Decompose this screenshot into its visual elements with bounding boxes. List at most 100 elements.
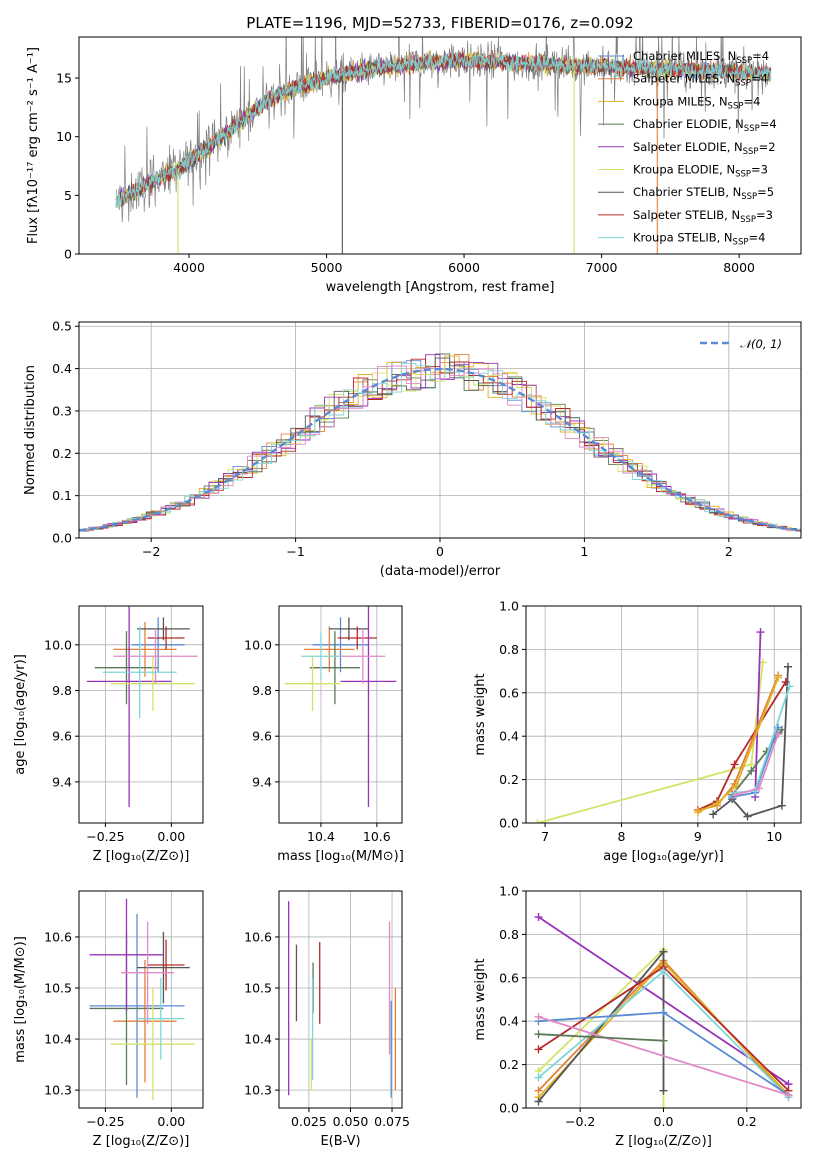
mass-weight-marker [730, 760, 739, 769]
y-tick-label: 0.2 [499, 1057, 519, 1072]
y-tick-label: 5 [64, 188, 72, 203]
legend-entry-count: =4 [751, 72, 768, 86]
x-tick-label: 7000 [586, 260, 618, 275]
y-tick-label: 0.8 [499, 642, 519, 657]
y-tick-label: 0.5 [52, 319, 72, 334]
mass-weight-marker [781, 677, 790, 686]
legend-entry: Kroupa MILES, NSSP=4 [633, 94, 760, 111]
y-axis-label: Flux [fλ10⁻¹⁷ erg cm⁻² s⁻¹ A⁻¹] [26, 47, 41, 244]
mass-weight-line [697, 675, 779, 811]
mass-weight-marker [534, 1073, 543, 1082]
mass-vs-extinction-panel: 0.025 0.050 0.075 10.3 10.4 10.5 10.6 E(B-V) [244, 890, 410, 1149]
legend-entry-subscript: SSP [743, 147, 759, 157]
legend-entry-label: Kroupa MILES, N [633, 94, 728, 108]
mass-weight-marker [774, 673, 783, 682]
legend-entry: 𝒩(0, 1) [740, 337, 782, 351]
chart-title: PLATE=1196, MJD=52733, FIBERID=0176, z=0… [246, 14, 633, 32]
y-axis-label: Normed distribution [23, 365, 38, 495]
x-tick-label: 0.00 [157, 829, 185, 844]
x-tick-label: 7 [541, 829, 549, 844]
legend-entry-label: Salpeter STELIB, N [633, 208, 740, 222]
y-tick-label: 0.3 [52, 403, 72, 418]
mass-weight-line [754, 631, 762, 798]
legend-entry-count: =4 [743, 94, 760, 108]
x-tick-label: −1 [286, 544, 304, 559]
legend-entry-label: Chabrier MILES, N [633, 49, 736, 63]
mass-weight-marker [784, 662, 793, 671]
mass-weight-marker [659, 967, 668, 976]
mass-weight-marker [732, 790, 741, 799]
x-tick-label: 1 [580, 544, 588, 559]
mass-weight-marker [709, 810, 718, 819]
y-tick-label: 10.6 [44, 929, 72, 944]
plot-area [115, 37, 772, 254]
legend-entry-subscript: SSP [736, 56, 752, 66]
axes-frame [78, 605, 204, 824]
y-tick-label: 10.5 [244, 981, 272, 996]
y-tick-label: 1.0 [499, 599, 519, 614]
legend-entry-label: Chabrier ELODIE, N [633, 117, 744, 131]
x-tick-label: 0.025 [291, 1114, 327, 1129]
legend-entry: Salpeter ELODIE, NSSP=2 [633, 140, 776, 157]
legend: 𝒩(0, 1) [700, 337, 782, 351]
y-tick-label: 9.8 [52, 683, 72, 698]
y-tick-label: 10.3 [244, 1083, 272, 1098]
plot-area [533, 628, 794, 823]
y-tick-label: 0.2 [499, 772, 519, 787]
mass-weight-marker [693, 808, 702, 817]
legend-entry: Chabrier ELODIE, NSSP=4 [633, 117, 777, 134]
y-tick-label: 10.4 [44, 1032, 72, 1047]
mass-weight-marker [659, 1104, 668, 1108]
mass-weight-marker [777, 801, 786, 810]
mass-weight-marker [756, 628, 765, 637]
x-axis-label: Z [log₁₀(Z/Z⊙)] [93, 1134, 190, 1149]
mass-vs-metallicity-panel: −0.25 0.00 10.3 10.4 10.5 10.6 Z [log₁₀(Z/Z⊙)]… [13, 890, 204, 1149]
y-tick-label: 10.0 [44, 637, 72, 652]
y-tick-label: 9.6 [52, 729, 72, 744]
x-tick-label: −0.2 [565, 1114, 595, 1129]
y-tick-label: 10.0 [244, 637, 272, 652]
legend-entry-label: Kroupa ELODIE, N [633, 163, 735, 177]
legend-entry-count: =4 [748, 231, 765, 245]
mass-weight-marker [533, 819, 542, 823]
legend-entry-label: Chabrier STELIB, N [633, 185, 741, 199]
y-tick-label: 0.4 [52, 361, 72, 376]
x-tick-label: 0.00 [157, 1114, 185, 1129]
x-tick-label: −0.25 [86, 829, 124, 844]
x-tick-label: 8000 [723, 260, 755, 275]
model-spectrum-line [115, 50, 772, 206]
y-tick-label: 9.4 [252, 774, 272, 789]
x-tick-label: 6000 [448, 260, 480, 275]
y-tick-label: 15 [56, 71, 72, 86]
age-vs-metallicity-panel: −0.25 0.00 9.4 9.6 9.8 10.0 Z [log₁₀(Z/Z⊙)] age… [13, 605, 204, 864]
mass-weight-marker [659, 1036, 668, 1045]
y-tick-label: 10.4 [244, 1032, 272, 1047]
plot-area [86, 606, 198, 808]
mass-weight-marker [534, 913, 543, 922]
x-tick-label: 0.050 [333, 1114, 369, 1129]
axes-frame [525, 605, 802, 824]
x-axis-label: age [log₁₀(age/yr)] [603, 849, 724, 864]
mass-weight-marker [784, 1090, 793, 1099]
legend-entry-subscript: SSP [728, 101, 744, 111]
mass-weight-marker [712, 799, 721, 808]
x-tick-label: 4000 [173, 260, 205, 275]
y-axis-label: mass [log₁₀(M/M⊙)] [13, 936, 28, 1063]
x-tick-label: 10 [766, 829, 782, 844]
y-tick-label: 1.0 [499, 884, 519, 899]
legend-entry: Salpeter MILES, NSSP=4 [633, 72, 768, 89]
legend-entry: Kroupa ELODIE, NSSP=3 [633, 163, 768, 180]
legend-entry-subscript: SSP [735, 170, 751, 180]
mass-weight-marker [754, 784, 763, 793]
plot-area [284, 606, 397, 808]
mass-weight-marker [774, 730, 783, 739]
y-tick-label: 0.6 [499, 685, 519, 700]
mass-weight-line [538, 1033, 664, 1042]
legend-entry-count: =4 [752, 49, 769, 63]
y-tick-label: 10 [56, 129, 72, 144]
x-axis-label: wavelength [Angstrom, rest frame] [326, 280, 555, 295]
mass-weight-marker [659, 1086, 668, 1095]
mass-weight-vs-metallicity-panel: −0.2 0.0 0.2 0.0 0.2 0.4 0.6 0.8 1.0 Z [log₁₀(Z/Z… [473, 884, 802, 1149]
y-axis-label: mass weight [473, 673, 488, 755]
x-axis-label: Z [log₁₀(Z/Z⊙)] [93, 849, 190, 864]
